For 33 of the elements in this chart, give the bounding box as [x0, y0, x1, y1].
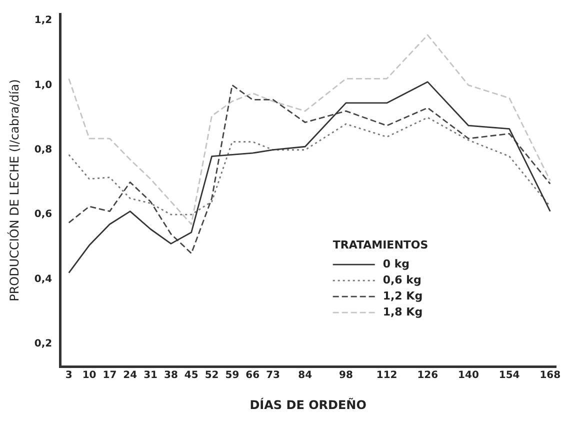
y-tick-label: 0,6: [34, 209, 52, 220]
x-tick-label: 66: [246, 370, 260, 382]
x-tick-label: 24: [123, 370, 138, 382]
x-tick-label: 168: [540, 370, 561, 382]
x-tick-label: 112: [376, 370, 398, 382]
x-tick-label: 45: [184, 370, 198, 382]
x-tick-label: 154: [498, 370, 520, 382]
legend-label: 0 kg: [382, 257, 410, 270]
legend-label: 1,8 Kg: [382, 305, 423, 318]
x-tick-label: 10: [82, 370, 96, 382]
y-tick-label: 0,4: [34, 274, 52, 285]
x-tick-label: 84: [298, 370, 312, 382]
x-tick-label: 73: [266, 370, 280, 382]
y-tick-label: 1,0: [34, 80, 52, 91]
legend-label: 0,6 kg: [382, 273, 422, 286]
x-tick-label: 140: [458, 370, 479, 382]
x-tick-label: 59: [225, 370, 240, 382]
legend-title: TRATAMIENTOS: [332, 238, 428, 252]
x-tick-label: 52: [204, 370, 219, 382]
y-tick-label: 0,8: [34, 144, 52, 156]
x-axis-title: DÍAS DE ORDEÑO: [250, 396, 366, 412]
y-tick-label: 0,2: [34, 338, 52, 350]
x-tick-label: 3: [65, 370, 72, 382]
x-tick-label: 38: [164, 370, 178, 382]
legend-label: 1,2 Kg: [382, 289, 423, 302]
y-axis-title: PRODUCCIÓN DE LECHE (l/cabra/día): [6, 79, 22, 302]
line-series: [68, 34, 551, 225]
x-tick-label: 17: [102, 370, 117, 382]
y-tick-label: 1,2: [34, 15, 52, 26]
x-tick-label: 31: [144, 370, 158, 382]
line-series: [68, 116, 551, 216]
x-tick-label: 98: [339, 370, 353, 382]
x-tick-label: 126: [417, 370, 438, 382]
